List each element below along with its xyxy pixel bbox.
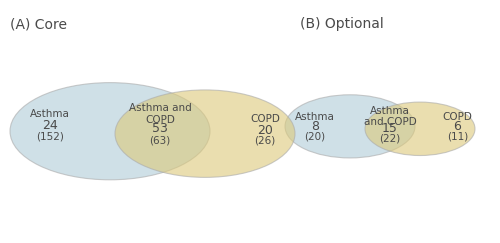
Circle shape bbox=[365, 102, 475, 156]
Text: (63): (63) bbox=[150, 136, 171, 146]
Circle shape bbox=[285, 95, 415, 158]
Text: (11): (11) bbox=[447, 131, 468, 141]
Text: (22): (22) bbox=[380, 133, 400, 144]
Text: 24: 24 bbox=[42, 119, 58, 132]
Text: COPD: COPD bbox=[250, 114, 280, 124]
Text: 20: 20 bbox=[257, 123, 273, 137]
Text: (B) Optional: (B) Optional bbox=[300, 17, 384, 31]
Text: (26): (26) bbox=[254, 136, 276, 146]
Text: Asthma: Asthma bbox=[30, 109, 70, 119]
Text: Asthma
and COPD: Asthma and COPD bbox=[364, 106, 416, 127]
Text: (A) Core: (A) Core bbox=[10, 17, 67, 31]
Text: 53: 53 bbox=[152, 122, 168, 135]
Text: 15: 15 bbox=[382, 122, 398, 135]
Circle shape bbox=[115, 90, 295, 177]
Text: Asthma: Asthma bbox=[295, 112, 335, 122]
Text: COPD: COPD bbox=[442, 112, 472, 122]
Text: 6: 6 bbox=[454, 120, 462, 133]
Text: Asthma and
COPD: Asthma and COPD bbox=[128, 104, 192, 125]
Text: (152): (152) bbox=[36, 131, 64, 141]
Text: (20): (20) bbox=[304, 131, 326, 141]
Circle shape bbox=[10, 83, 210, 180]
Text: 8: 8 bbox=[311, 120, 319, 133]
